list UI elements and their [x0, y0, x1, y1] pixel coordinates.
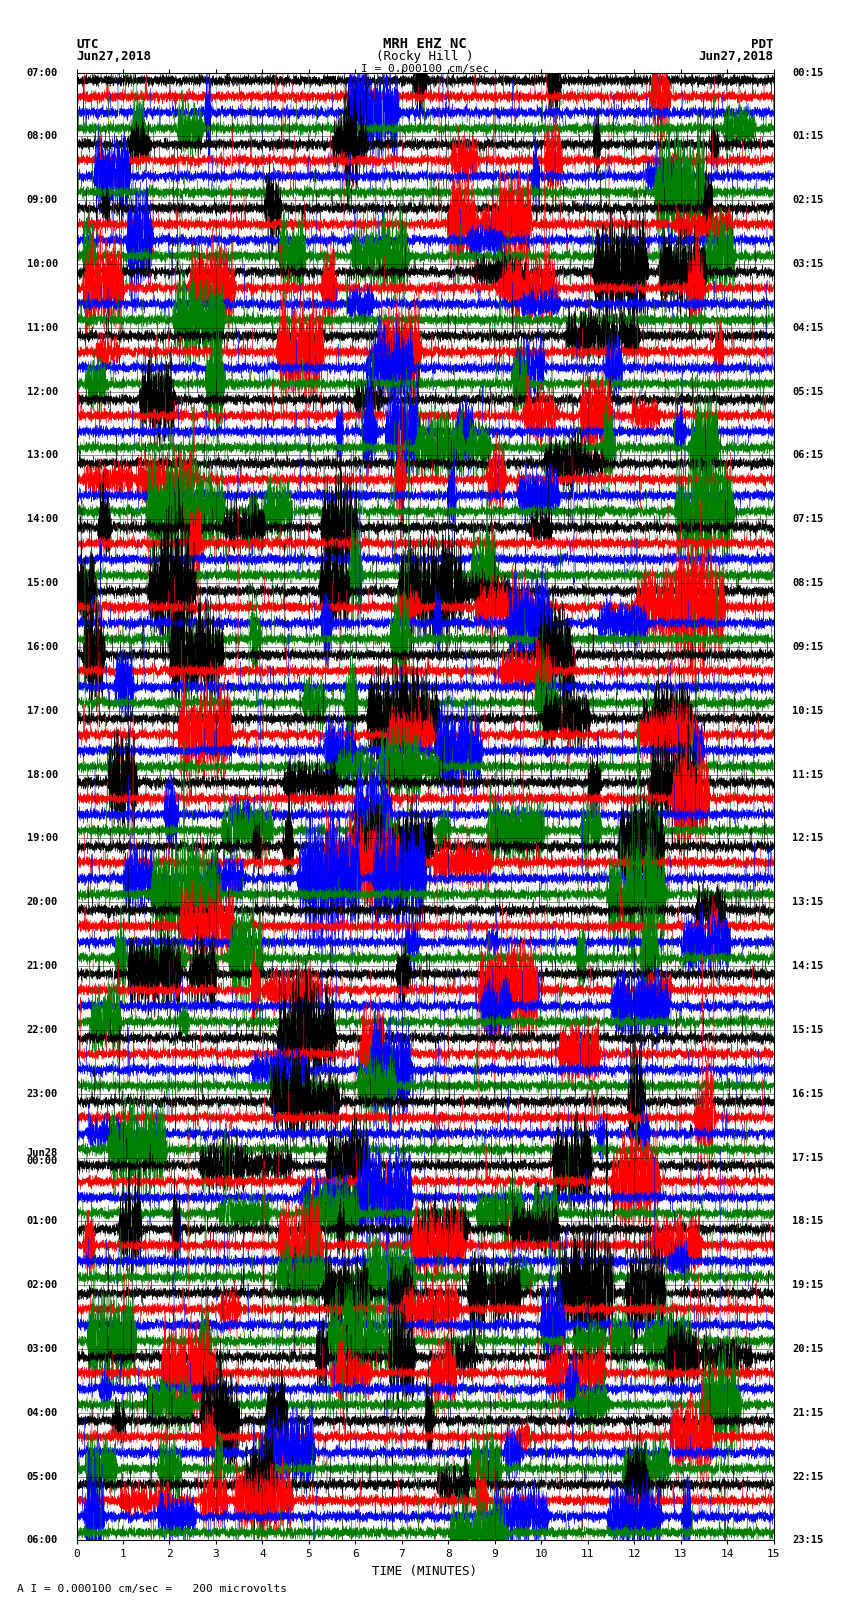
Text: 22:00: 22:00 [26, 1024, 58, 1036]
Text: 10:15: 10:15 [792, 706, 824, 716]
Text: 23:00: 23:00 [26, 1089, 58, 1098]
Text: Jun28: Jun28 [26, 1148, 58, 1158]
Text: A I = 0.000100 cm/sec =   200 microvolts: A I = 0.000100 cm/sec = 200 microvolts [17, 1584, 287, 1594]
Text: Jun27,2018: Jun27,2018 [699, 50, 774, 63]
Text: 22:15: 22:15 [792, 1471, 824, 1482]
Text: 00:00: 00:00 [26, 1155, 58, 1166]
Text: 06:00: 06:00 [26, 1536, 58, 1545]
Text: 07:00: 07:00 [26, 68, 58, 77]
Text: 10:00: 10:00 [26, 260, 58, 269]
Text: I = 0.000100 cm/sec: I = 0.000100 cm/sec [361, 65, 489, 74]
Text: 01:15: 01:15 [792, 131, 824, 142]
Text: 05:00: 05:00 [26, 1471, 58, 1482]
Text: 01:00: 01:00 [26, 1216, 58, 1226]
Text: 21:15: 21:15 [792, 1408, 824, 1418]
X-axis label: TIME (MINUTES): TIME (MINUTES) [372, 1565, 478, 1578]
Text: UTC: UTC [76, 37, 99, 50]
Text: 19:15: 19:15 [792, 1281, 824, 1290]
Text: 13:15: 13:15 [792, 897, 824, 907]
Text: 08:00: 08:00 [26, 131, 58, 142]
Text: 05:15: 05:15 [792, 387, 824, 397]
Text: 18:15: 18:15 [792, 1216, 824, 1226]
Text: 11:00: 11:00 [26, 323, 58, 332]
Text: 13:00: 13:00 [26, 450, 58, 460]
Text: 03:15: 03:15 [792, 260, 824, 269]
Text: 14:00: 14:00 [26, 515, 58, 524]
Text: 16:00: 16:00 [26, 642, 58, 652]
Text: 20:15: 20:15 [792, 1344, 824, 1353]
Text: 07:15: 07:15 [792, 515, 824, 524]
Text: PDT: PDT [751, 37, 774, 50]
Text: 19:00: 19:00 [26, 834, 58, 844]
Text: 03:00: 03:00 [26, 1344, 58, 1353]
Text: 12:00: 12:00 [26, 387, 58, 397]
Text: 17:15: 17:15 [792, 1153, 824, 1163]
Text: 04:00: 04:00 [26, 1408, 58, 1418]
Text: 04:15: 04:15 [792, 323, 824, 332]
Text: 21:00: 21:00 [26, 961, 58, 971]
Text: 08:15: 08:15 [792, 577, 824, 589]
Text: 09:00: 09:00 [26, 195, 58, 205]
Text: 23:15: 23:15 [792, 1536, 824, 1545]
Text: 20:00: 20:00 [26, 897, 58, 907]
Text: 02:15: 02:15 [792, 195, 824, 205]
Text: 16:15: 16:15 [792, 1089, 824, 1098]
Text: 02:00: 02:00 [26, 1281, 58, 1290]
Text: MRH EHZ NC: MRH EHZ NC [383, 37, 467, 50]
Text: 11:15: 11:15 [792, 769, 824, 779]
Text: Jun27,2018: Jun27,2018 [76, 50, 151, 63]
Text: 15:15: 15:15 [792, 1024, 824, 1036]
Text: 06:15: 06:15 [792, 450, 824, 460]
Text: 00:15: 00:15 [792, 68, 824, 77]
Text: (Rocky Hill ): (Rocky Hill ) [377, 50, 473, 63]
Text: 12:15: 12:15 [792, 834, 824, 844]
Text: 14:15: 14:15 [792, 961, 824, 971]
Text: 09:15: 09:15 [792, 642, 824, 652]
Text: 18:00: 18:00 [26, 769, 58, 779]
Text: 15:00: 15:00 [26, 577, 58, 589]
Text: 17:00: 17:00 [26, 706, 58, 716]
